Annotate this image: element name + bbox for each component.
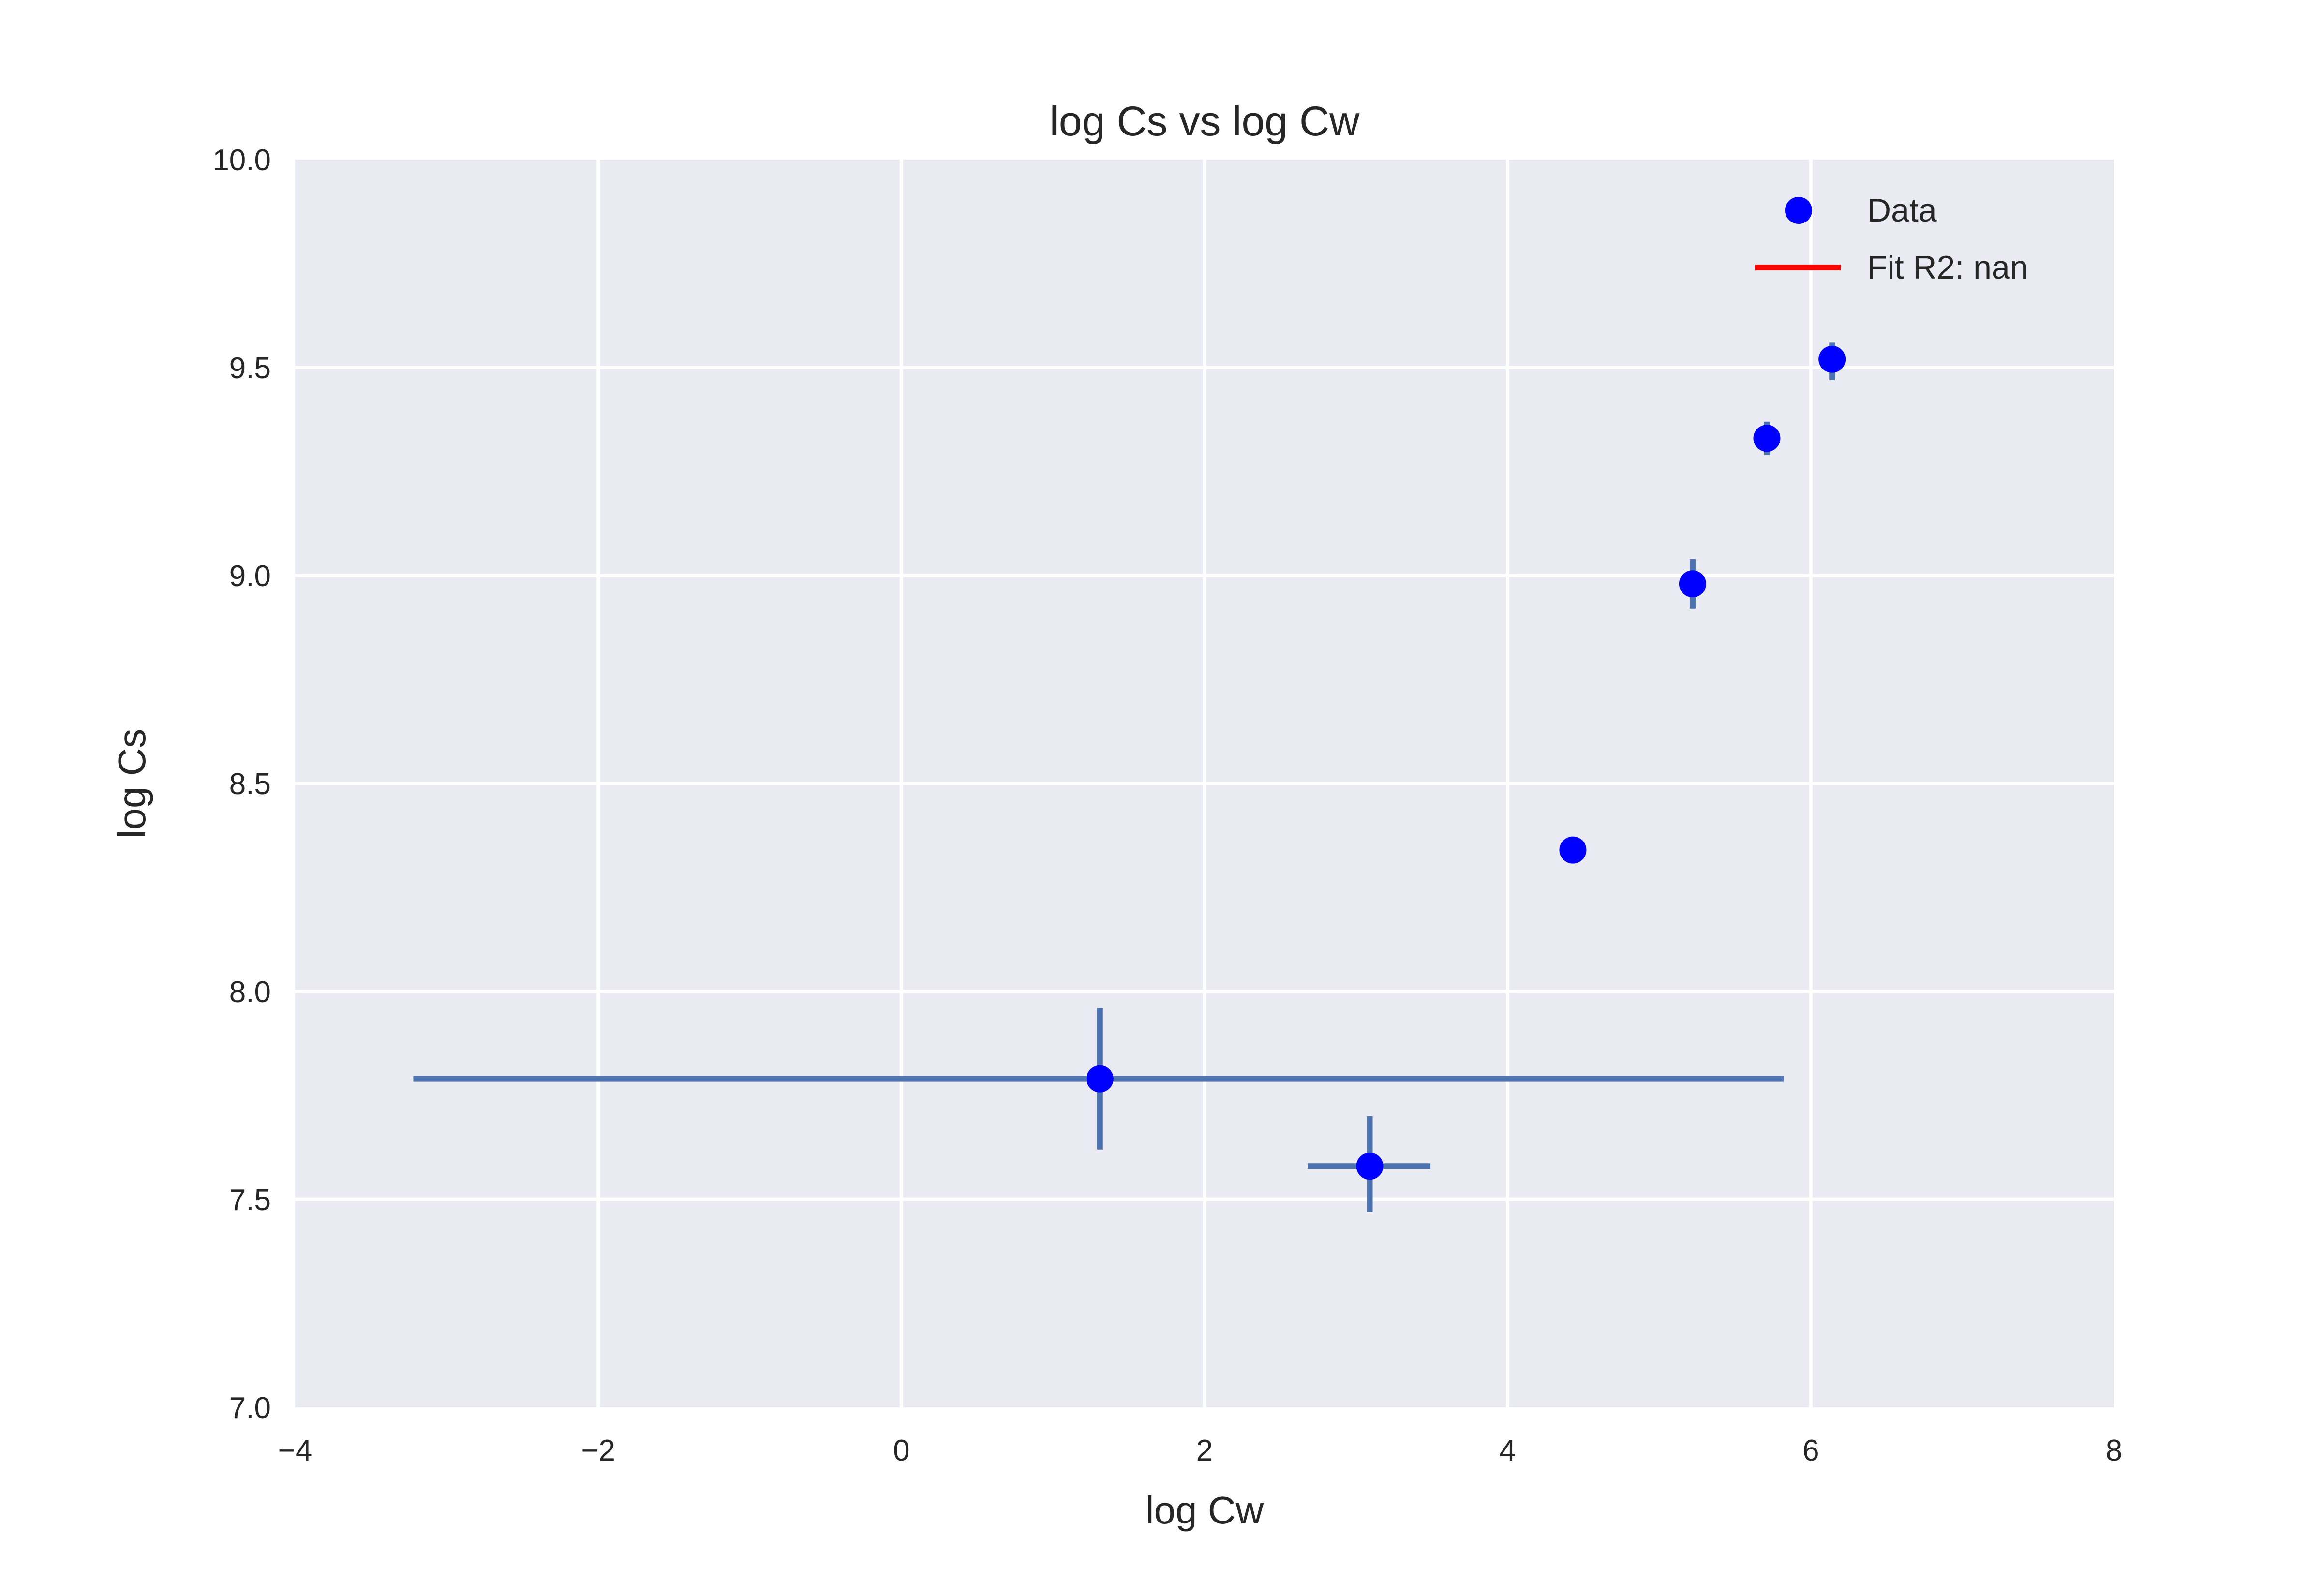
x-tick-label: 0 bbox=[893, 1434, 909, 1467]
y-axis-label: log Cs bbox=[110, 729, 153, 839]
x-tick-label: 2 bbox=[1196, 1434, 1213, 1467]
y-tick-label: 7.0 bbox=[229, 1391, 271, 1425]
grid-lines bbox=[295, 160, 2114, 1407]
chart-title: log Cs vs log Cw bbox=[1050, 98, 1360, 145]
legend-label-fit: Fit R2: nan bbox=[1867, 249, 2028, 286]
y-tick-label: 7.5 bbox=[229, 1183, 271, 1217]
data-points bbox=[1086, 345, 1846, 1180]
y-tick-label: 10.0 bbox=[212, 144, 271, 177]
legend-label-data: Data bbox=[1867, 192, 1937, 229]
legend-marker-data bbox=[1785, 197, 1812, 224]
data-point bbox=[1753, 425, 1781, 452]
x-tick-label: −4 bbox=[278, 1434, 313, 1467]
x-tick-label: 6 bbox=[1802, 1434, 1819, 1467]
data-point bbox=[1559, 836, 1587, 864]
y-tick-label: 8.0 bbox=[229, 975, 271, 1009]
data-point bbox=[1679, 570, 1706, 598]
data-point bbox=[1818, 345, 1846, 373]
y-tick-label: 9.0 bbox=[229, 560, 271, 593]
y-tick-labels: 7.0 7.5 8.0 8.5 9.0 9.5 10.0 bbox=[212, 144, 271, 1425]
legend: Data Fit R2: nan bbox=[1755, 192, 2028, 286]
x-tick-label: −2 bbox=[581, 1434, 615, 1467]
x-axis-label: log Cw bbox=[1146, 1489, 1264, 1532]
x-tick-label: 4 bbox=[1499, 1434, 1516, 1467]
x-tick-labels: −4 −2 0 2 4 6 8 bbox=[278, 1434, 2123, 1467]
x-tick-label: 8 bbox=[2106, 1434, 2122, 1467]
y-tick-label: 8.5 bbox=[229, 768, 271, 801]
data-point bbox=[1356, 1153, 1384, 1180]
y-tick-label: 9.5 bbox=[229, 352, 271, 385]
data-point bbox=[1086, 1065, 1114, 1093]
